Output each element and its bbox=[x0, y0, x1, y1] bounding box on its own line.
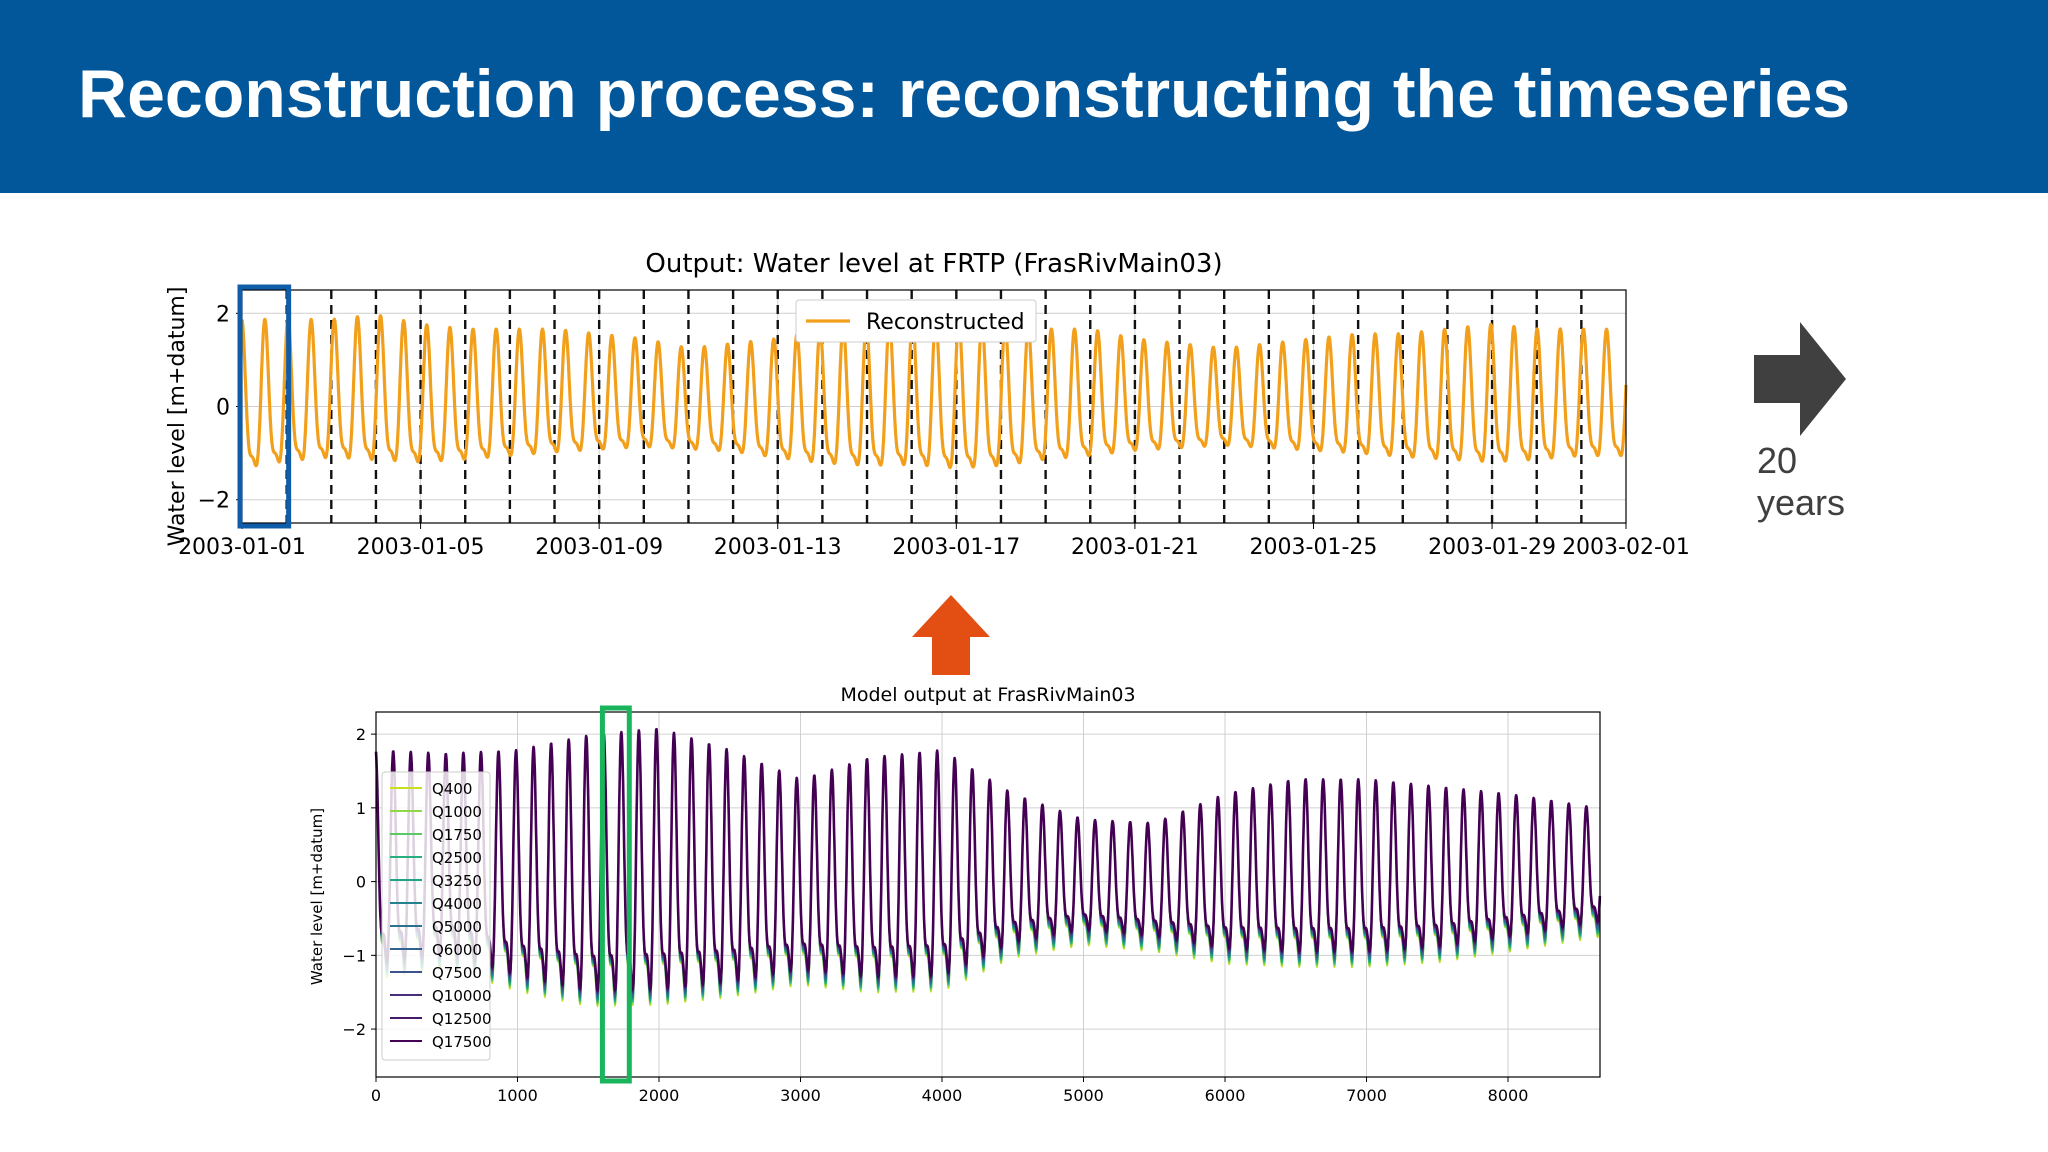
top-chart-xtick-label: 2003-01-13 bbox=[714, 535, 842, 560]
bottom-chart-xtick-label: 2000 bbox=[639, 1086, 680, 1105]
top-chart-xtick-label: 2003-01-29 bbox=[1428, 535, 1556, 560]
bottom-chart-legend-label: Q12500 bbox=[432, 1010, 492, 1028]
bottom-chart-xtick-label: 5000 bbox=[1063, 1086, 1104, 1105]
top-chart-legend-label: Reconstructed bbox=[866, 310, 1025, 335]
top-chart-xtick-label: 2003-01-09 bbox=[535, 535, 663, 560]
bottom-chart-legend-label: Q17500 bbox=[432, 1033, 492, 1051]
top-chart-xtick-label: 2003-01-21 bbox=[1071, 535, 1199, 560]
bottom-chart-legend-label: Q6000 bbox=[432, 941, 482, 959]
duration-label: 20 years bbox=[1757, 440, 1887, 524]
bottom-chart-highlight-window bbox=[599, 705, 632, 1084]
title-bar: Reconstruction process: reconstructing t… bbox=[0, 0, 2048, 193]
bottom-chart-legend-label: Q5000 bbox=[432, 918, 482, 936]
top-chart-ytick-label: 2 bbox=[216, 302, 230, 327]
bottom-chart-ylabel: Water level [m+datum] bbox=[308, 808, 326, 985]
bottom-chart-xtick-label: 7000 bbox=[1346, 1086, 1387, 1105]
bottom-chart-ytick-label: −2 bbox=[342, 1020, 366, 1039]
bottom-chart-legend-label: Q1750 bbox=[432, 826, 482, 844]
bottom-chart-series-q17500 bbox=[374, 727, 1602, 992]
top-chart-xtick-label: 2003-01-17 bbox=[892, 535, 1020, 560]
bottom-chart-xtick-label: 4000 bbox=[922, 1086, 963, 1105]
bottom-chart-ytick-label: 0 bbox=[356, 873, 366, 892]
top-chart-title: Output: Water level at FRTP (FrasRivMain… bbox=[645, 249, 1222, 279]
top-chart-highlight-window bbox=[237, 284, 292, 529]
duration-value: 20 bbox=[1757, 440, 1798, 481]
top-chart-xtick-label: 2003-01-05 bbox=[357, 535, 485, 560]
top-chart-xtick-label: 2003-02-01 bbox=[1562, 535, 1690, 560]
bottom-chart-title: Model output at FrasRivMain03 bbox=[840, 684, 1135, 706]
bottom-chart-xtick-label: 3000 bbox=[780, 1086, 821, 1105]
bottom-chart-ytick-label: 1 bbox=[356, 799, 366, 818]
bottom-chart-xtick-label: 0 bbox=[371, 1086, 381, 1105]
top-chart-legend-box bbox=[795, 299, 1037, 343]
top-chart-ytick-label: −2 bbox=[198, 489, 230, 514]
bottom-chart-legend-label: Q400 bbox=[432, 780, 472, 798]
top-chart-xtick-label: 2003-01-25 bbox=[1250, 535, 1378, 560]
bottom-chart-legend-label: Q4000 bbox=[432, 895, 482, 913]
duration-unit: years bbox=[1757, 482, 1846, 523]
bottom-chart-frame bbox=[375, 711, 1601, 1078]
top-chart-xtick-label: 2003-01-01 bbox=[178, 535, 306, 560]
slide-title: Reconstruction process: reconstructing t… bbox=[78, 56, 1851, 132]
top-chart: Output: Water level at FRTP (FrasRivMain… bbox=[165, 249, 1690, 560]
up-arrow-icon bbox=[912, 595, 990, 675]
bottom-chart-xtick-label: 1000 bbox=[497, 1086, 538, 1105]
bottom-chart-legend-label: Q10000 bbox=[432, 987, 492, 1005]
bottom-chart-ytick-label: −1 bbox=[342, 946, 366, 965]
bottom-chart-xtick-label: 8000 bbox=[1488, 1086, 1529, 1105]
top-chart-ytick-label: 0 bbox=[216, 396, 230, 421]
bottom-chart-legend-label: Q2500 bbox=[432, 849, 482, 867]
bottom-chart-xtick-label: 6000 bbox=[1205, 1086, 1246, 1105]
bottom-chart-ytick-label: 2 bbox=[356, 725, 366, 744]
bottom-chart: Model output at FrasRivMain03 Water level… bbox=[308, 684, 1602, 1105]
top-chart-ylabel: Water level [m+datum] bbox=[165, 287, 190, 547]
right-arrow-icon bbox=[1754, 322, 1846, 436]
bottom-chart-legend-label: Q3250 bbox=[432, 872, 482, 890]
bottom-chart-legend-label: Q1000 bbox=[432, 803, 482, 821]
duration-note: 20 years bbox=[1754, 322, 1894, 532]
bottom-chart-legend-box bbox=[381, 771, 491, 1061]
bottom-chart-legend-label: Q7500 bbox=[432, 964, 482, 982]
